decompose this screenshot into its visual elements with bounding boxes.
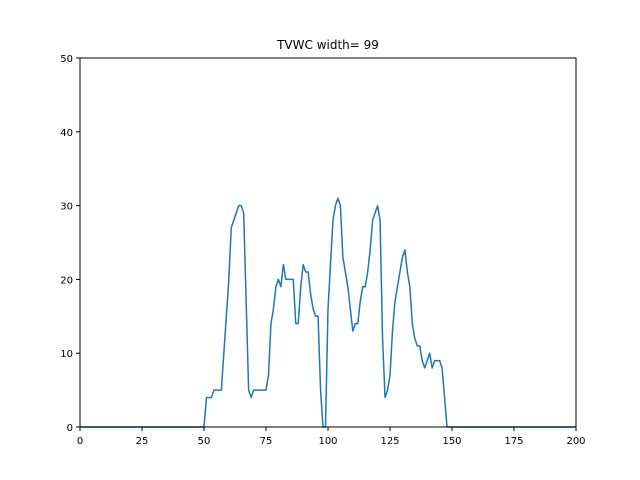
y-tick-label: 0	[67, 423, 73, 434]
y-tick-label: 40	[60, 128, 73, 139]
y-tick-label: 50	[60, 54, 73, 65]
x-tick-label: 175	[504, 436, 523, 447]
x-tick-label: 100	[318, 436, 337, 447]
x-axis: 0 25 50 75 100 125 150 175 200	[77, 427, 586, 447]
chart-title: TVWC width= 99	[276, 38, 379, 52]
x-tick-label: 0	[77, 436, 83, 447]
x-tick-label: 125	[380, 436, 399, 447]
y-axis: 0 10 20 30 40 50	[60, 54, 80, 434]
x-tick-label: 50	[198, 436, 211, 447]
x-tick-label: 150	[442, 436, 461, 447]
plot-frame	[79, 57, 577, 428]
series-line	[80, 197, 576, 428]
x-tick-label: 200	[566, 436, 585, 447]
y-tick-label: 20	[60, 275, 73, 286]
y-tick-label: 10	[60, 349, 73, 360]
plot-area	[80, 197, 576, 428]
x-tick-label: 25	[136, 436, 149, 447]
x-tick-label: 75	[260, 436, 273, 447]
y-tick-label: 30	[60, 202, 73, 213]
